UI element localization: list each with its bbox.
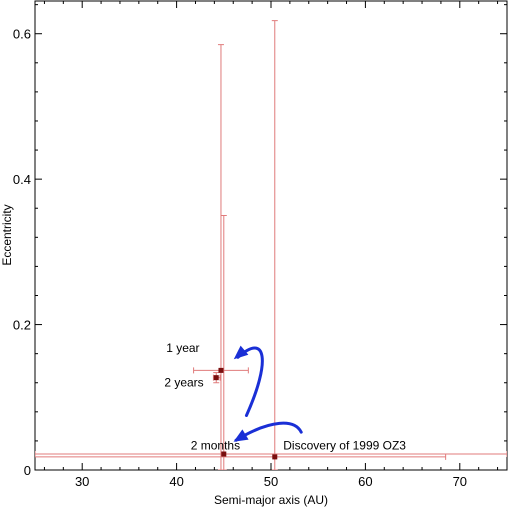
y-tick-label: 0.4 xyxy=(13,172,31,187)
data-point xyxy=(218,367,224,373)
error-bars xyxy=(35,20,507,470)
x-tick-label: 30 xyxy=(75,474,89,489)
y-axis-label: Eccentricity xyxy=(0,204,14,265)
x-tick-label: 60 xyxy=(358,474,372,489)
arrow-head xyxy=(233,345,249,360)
annotation-arrows xyxy=(233,345,303,442)
data-point xyxy=(272,454,278,460)
annotation-label: 1 year xyxy=(166,341,199,355)
plot-frame xyxy=(34,0,508,471)
axis-ticks: 30 40 50 60 70 0 0.2 0.4 0.6 xyxy=(13,1,507,489)
data-points xyxy=(213,367,278,460)
arrow-head xyxy=(233,429,249,442)
x-tick-label: 70 xyxy=(453,474,467,489)
plot-border xyxy=(34,0,508,471)
annotations: Discovery of 1999 OZ3 2 months 2 years 1 ye… xyxy=(164,341,406,452)
x-tick-label: 50 xyxy=(264,474,278,489)
y-tick-label: 0.6 xyxy=(13,27,31,42)
annotation-label: 2 months xyxy=(191,439,240,453)
y-tick-label: 0.2 xyxy=(13,318,31,333)
x-tick-label: 40 xyxy=(169,474,183,489)
y-tick-label: 0 xyxy=(24,463,31,478)
x-axis-label: Semi-major axis (AU) xyxy=(214,493,328,507)
annotation-label: 2 years xyxy=(164,375,203,389)
data-point xyxy=(221,451,227,457)
annotation-label: Discovery of 1999 OZ3 xyxy=(283,439,406,453)
data-point xyxy=(213,375,219,381)
annotation-arrow xyxy=(236,346,264,417)
